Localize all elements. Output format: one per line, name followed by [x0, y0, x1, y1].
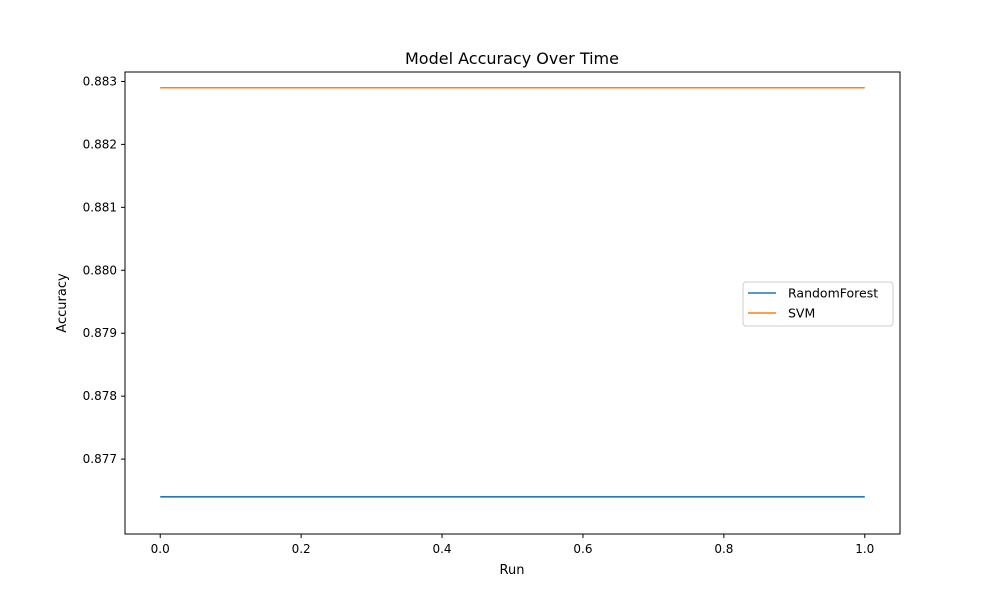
plot-area: [124, 71, 901, 535]
y-axis: 0.877 0.878 0.879 0.880 0.881 0.882 0.883: [83, 74, 125, 466]
y-axis-label: Accuracy: [55, 273, 70, 333]
legend: RandomForest SVM: [742, 281, 894, 327]
x-tick-label: 0.4: [432, 542, 451, 556]
x-tick-label: 0.2: [292, 542, 311, 556]
x-axis-label: Run: [500, 563, 525, 578]
x-tick-label: 0.0: [151, 542, 170, 556]
series-layer: [160, 86, 865, 498]
x-tick-label: 0.6: [573, 542, 592, 556]
legend-label-randomforest: RandomForest: [788, 286, 878, 301]
plot-frame: [124, 71, 901, 535]
y-tick-label: 0.878: [83, 389, 117, 403]
y-tick-label: 0.883: [83, 74, 117, 88]
y-tick-label: 0.880: [83, 263, 117, 277]
y-tick-label: 0.881: [83, 200, 117, 214]
y-tick-label: 0.879: [83, 326, 117, 340]
y-tick-label: 0.882: [83, 137, 117, 151]
legend-items: RandomForest SVM: [748, 286, 878, 321]
y-tick-label: 0.877: [83, 452, 117, 466]
legend-box: [742, 281, 894, 327]
x-axis: 0.0 0.2 0.4 0.6 0.8 1.0: [151, 534, 874, 556]
chart-title: Model Accuracy Over Time: [405, 49, 619, 68]
legend-label-svm: SVM: [788, 306, 815, 321]
x-tick-label: 1.0: [855, 542, 874, 556]
x-tick-label: 0.8: [714, 542, 733, 556]
